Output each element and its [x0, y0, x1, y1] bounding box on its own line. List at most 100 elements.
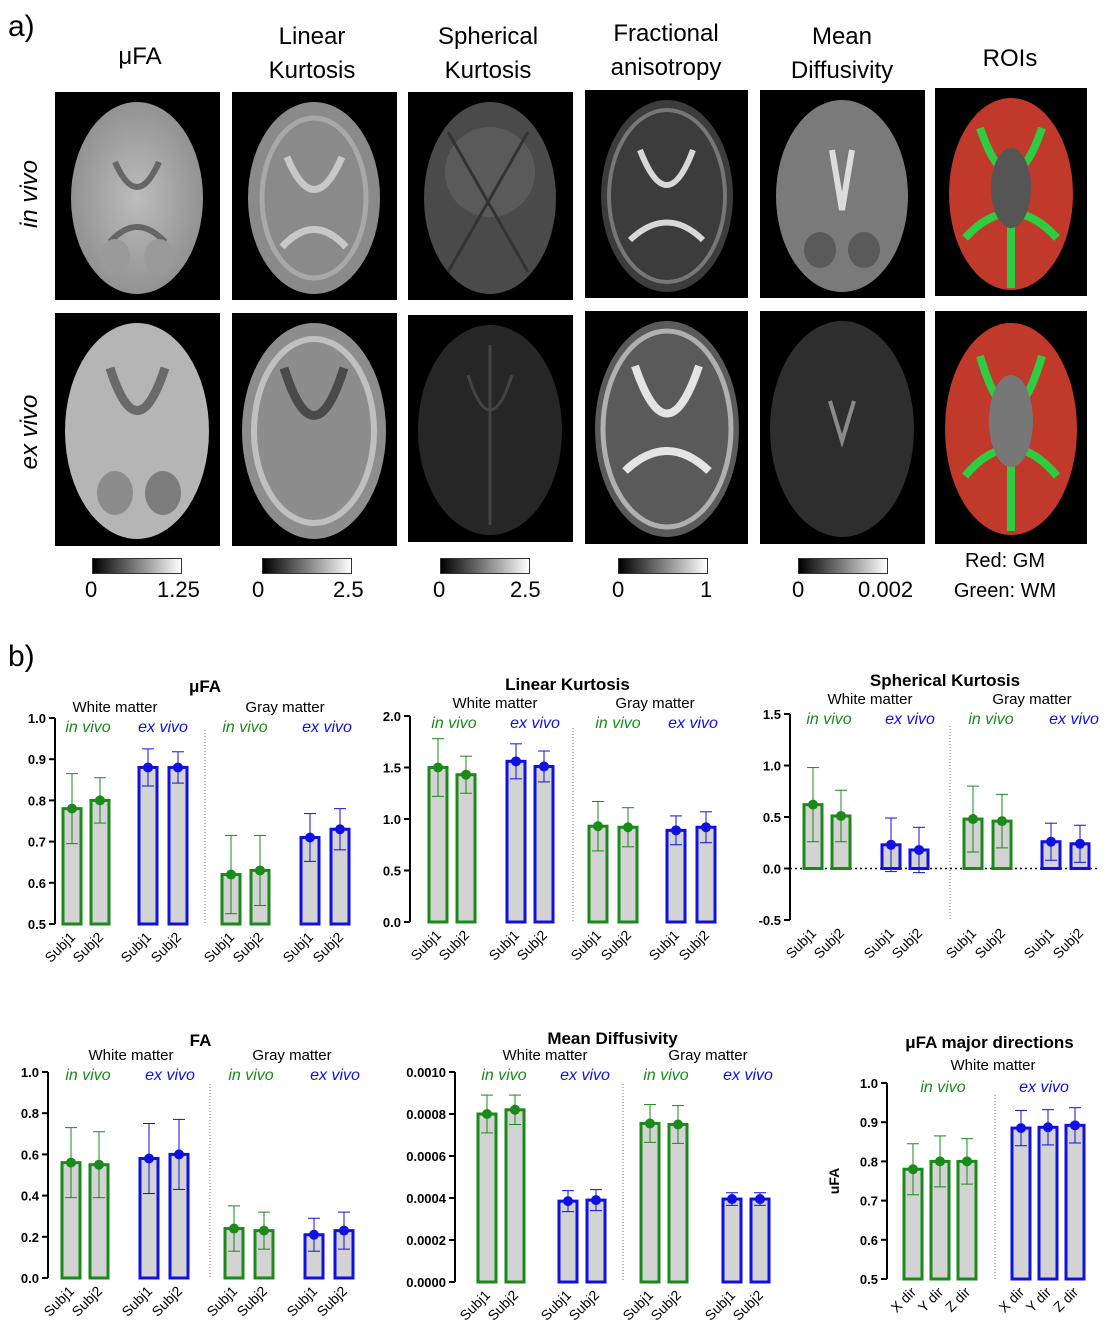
chart-title: μFA major directions — [905, 1033, 1073, 1052]
condition-label: ex vivo — [560, 1067, 610, 1084]
x-tick-label: Subj1 — [860, 925, 897, 962]
x-tick-label: Subj1 — [567, 927, 604, 964]
data-point — [593, 821, 603, 832]
bar — [721, 1197, 743, 1284]
x-tick-label: Subj2 — [675, 927, 712, 964]
y-tick-label: 0.8 — [860, 1154, 878, 1169]
condition-label: in vivo — [65, 1067, 110, 1084]
bar — [533, 764, 555, 924]
data-point — [66, 1157, 76, 1168]
x-tick-label: Subj2 — [435, 927, 472, 964]
chart-title: Linear Kurtosis — [505, 675, 630, 694]
bar — [1064, 1123, 1086, 1281]
group-label: Gray matter — [668, 1047, 747, 1064]
bar — [476, 1112, 498, 1284]
data-point — [226, 869, 236, 880]
y-tick-label: 0.0006 — [406, 1149, 446, 1164]
colorbar-linear-kurtosis — [262, 558, 352, 574]
y-tick-label: 1.0 — [21, 1065, 39, 1080]
bar — [557, 1199, 579, 1284]
x-tick-label: Subj1 — [456, 1287, 493, 1324]
roi-image-ex-vivo — [935, 311, 1087, 544]
chart-title: FA — [190, 1031, 212, 1050]
x-tick-label: Z dir — [942, 1284, 973, 1315]
data-point — [95, 795, 105, 806]
panel-a-label: a) — [8, 10, 35, 43]
y-tick-label: 0.0010 — [406, 1065, 446, 1080]
data-point — [482, 1109, 492, 1119]
y-tick-label: 1.0 — [763, 759, 781, 774]
bar — [639, 1121, 661, 1284]
data-point — [935, 1156, 945, 1167]
condition-label: ex vivo — [138, 719, 188, 736]
data-point — [1070, 1120, 1080, 1131]
brain-image-md-ex-vivo — [760, 311, 925, 544]
y-tick-label: 1.0 — [28, 711, 46, 726]
y-tick-label: 0.0000 — [406, 1275, 446, 1290]
row-label-ex-vivo: ex vivo — [16, 394, 43, 470]
y-tick-label: 1.0 — [383, 812, 401, 827]
data-point — [591, 1195, 601, 1206]
column-title-rois: ROIs — [982, 45, 1038, 72]
colorbar-md-min: 0 — [792, 577, 805, 602]
x-tick-label: X dir — [995, 1284, 1027, 1316]
y-tick-label: 0.5 — [860, 1272, 878, 1287]
bar — [1010, 1126, 1032, 1281]
x-tick-label: Subj2 — [148, 1283, 185, 1320]
condition-label: in vivo — [222, 719, 267, 736]
x-tick-label: Subj2 — [647, 1287, 684, 1324]
y-tick-label: 0.8 — [28, 793, 46, 808]
x-tick-label: Subj1 — [537, 1287, 574, 1324]
x-tick-label: Subj1 — [118, 1283, 155, 1320]
condition-label: in vivo — [228, 1067, 273, 1084]
condition-label: in vivo — [968, 711, 1013, 728]
y-tick-label: 0.0 — [763, 862, 781, 877]
column-title-mean-diffusivity: Mean Diffusivity — [790, 23, 894, 84]
y-tick-label: 0.9 — [860, 1115, 878, 1130]
column-title-linear-kurtosis: Linear Kurtosis — [268, 23, 356, 84]
brain-image-spherical-kurtosis-in-vivo — [408, 92, 573, 300]
data-point — [671, 825, 681, 836]
bar — [504, 1108, 526, 1284]
y-tick-label: 0.6 — [28, 876, 46, 891]
brain-image-md-in-vivo — [760, 90, 925, 298]
x-tick-label: Subj2 — [810, 925, 847, 962]
condition-label: in vivo — [431, 715, 476, 732]
colorbar-fa-max: 1 — [700, 577, 713, 602]
brain-image-ufa-in-vivo — [55, 92, 220, 300]
data-point — [94, 1159, 104, 1170]
bar — [167, 765, 189, 926]
row-label-in-vivo: in vivo — [16, 159, 43, 229]
data-point — [511, 756, 521, 767]
group-label: Gray matter — [992, 691, 1071, 708]
y-tick-label: 0.0 — [383, 915, 401, 930]
colorbar-md-max: 0.002 — [858, 577, 914, 602]
y-tick-label: 0.0008 — [406, 1107, 446, 1122]
group-label: Gray matter — [252, 1047, 331, 1064]
data-point — [623, 822, 633, 833]
x-tick-label: Subj2 — [309, 929, 346, 966]
group-label: White matter — [950, 1057, 1035, 1074]
data-point — [309, 1229, 319, 1240]
x-tick-label: X dir — [887, 1284, 919, 1316]
x-tick-label: Subj2 — [229, 929, 266, 966]
condition-label: in vivo — [481, 1067, 526, 1084]
x-tick-label: Subj1 — [200, 929, 237, 966]
group-label: White matter — [88, 1047, 173, 1064]
data-point — [174, 1149, 184, 1160]
y-tick-label: 0.7 — [28, 835, 46, 850]
brain-image-linear-kurtosis-in-vivo — [232, 92, 397, 300]
group-label: White matter — [452, 695, 537, 712]
group-label: White matter — [502, 1047, 587, 1064]
x-tick-label: Subj2 — [68, 1283, 105, 1320]
x-tick-label: Subj2 — [729, 1287, 766, 1324]
y-tick-label: 1.5 — [763, 707, 781, 722]
data-point — [144, 1153, 154, 1164]
condition-label: ex vivo — [510, 715, 560, 732]
x-tick-label: Subj2 — [69, 929, 106, 966]
x-tick-label: Subj2 — [484, 1287, 521, 1324]
group-label: White matter — [72, 699, 157, 716]
colorbar-spherical-kurtosis-max: 2.5 — [510, 577, 541, 602]
